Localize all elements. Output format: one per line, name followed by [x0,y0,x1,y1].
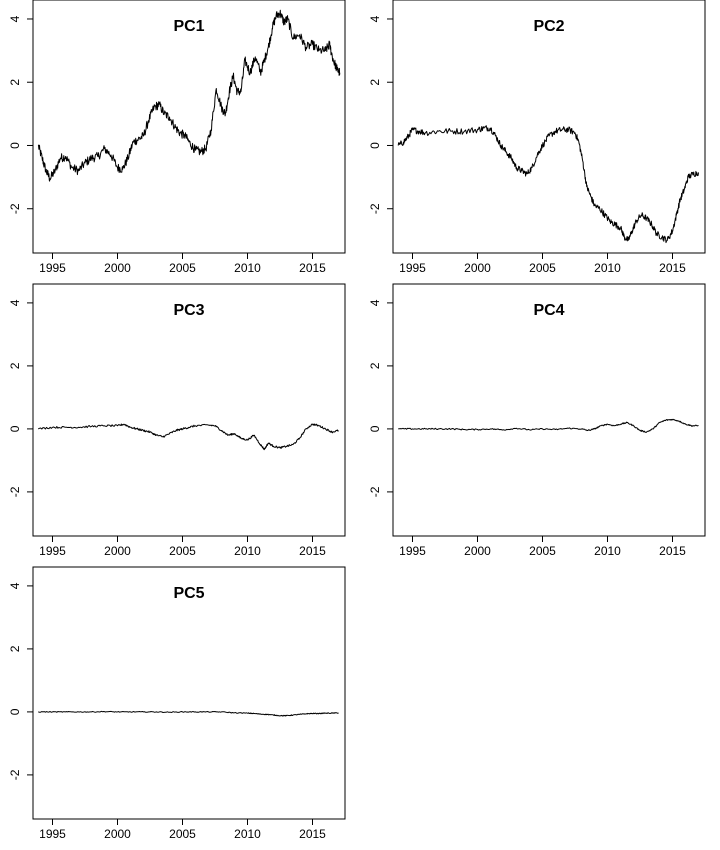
panel-pc1: PC1 1995 2000 2005 2010 2015 -2 0 2 4 [8,0,346,275]
x-tick-label: 2015 [659,261,686,275]
x-tick-label: 1995 [399,544,426,558]
panel-title: PC3 [173,302,204,319]
y-tick-label: 2 [8,79,22,86]
y-tick-label: 4 [8,299,22,306]
x-tick-label: 1995 [39,261,66,275]
y-tick-label: -2 [8,769,22,780]
y-tick-label: -2 [368,203,382,214]
y-tick-label: -2 [8,486,22,497]
x-tick-label: 2000 [464,261,491,275]
series-line [38,710,339,717]
y-tick-label: 0 [8,708,22,715]
y-tick-label: 4 [368,15,382,22]
y-tick-label: -2 [368,486,382,497]
plot-frame [392,283,706,537]
x-tick-label: 2005 [529,261,556,275]
x-tick-label: 2015 [299,827,326,841]
panel-pc4: PC4 1995 2000 2005 2010 2015 -2 0 2 4 [368,283,706,558]
series-line [37,9,341,182]
x-tick-label: 1995 [39,544,66,558]
x-tick-label: 2005 [169,544,196,558]
y-tick-label: 0 [8,142,22,149]
x-tick-label: 2010 [594,261,621,275]
y-tick-label: 0 [368,425,382,432]
x-tick-label: 2015 [299,544,326,558]
plot-frame [32,283,346,537]
y-tick-label: 2 [8,645,22,652]
panel-title: PC4 [533,302,564,319]
x-tick-label: 2010 [234,261,261,275]
x-tick-label: 2010 [234,827,261,841]
y-tick-label: 2 [368,362,382,369]
y-tick-label: 0 [8,425,22,432]
x-tick-label: 2005 [169,261,196,275]
panel-title: PC1 [173,18,204,35]
y-tick-label: 4 [368,299,382,306]
panel-pc5: PC5 1995 2000 2005 2010 2015 -2 0 2 4 [8,566,346,841]
x-tick-label: 2000 [464,544,491,558]
x-tick-label: 2010 [594,544,621,558]
y-tick-label: 0 [368,142,382,149]
x-tick-label: 2015 [659,544,686,558]
series-line [398,418,699,433]
series-line [397,125,699,244]
panel-title: PC2 [533,18,564,35]
y-tick-label: -2 [8,203,22,214]
x-tick-label: 2000 [104,544,131,558]
x-tick-label: 2010 [234,544,261,558]
y-tick-label: 4 [8,15,22,22]
panel-pc2: PC2 1995 2000 2005 2010 2015 -2 0 2 4 [368,0,706,275]
plot-frame [32,0,346,254]
y-tick-label: 2 [8,362,22,369]
series-line [37,423,339,451]
y-tick-label: 4 [8,582,22,589]
x-tick-label: 2000 [104,261,131,275]
x-tick-label: 2005 [529,544,556,558]
plot-frame [392,0,706,254]
x-tick-label: 2005 [169,827,196,841]
x-tick-label: 2000 [104,827,131,841]
plot-frame [32,566,346,820]
panel-title: PC5 [173,585,204,602]
x-tick-label: 1995 [399,261,426,275]
x-tick-label: 2015 [299,261,326,275]
panel-pc3: PC3 1995 2000 2005 2010 2015 -2 0 2 4 [8,283,346,558]
x-tick-label: 1995 [39,827,66,841]
y-tick-label: 2 [368,79,382,86]
